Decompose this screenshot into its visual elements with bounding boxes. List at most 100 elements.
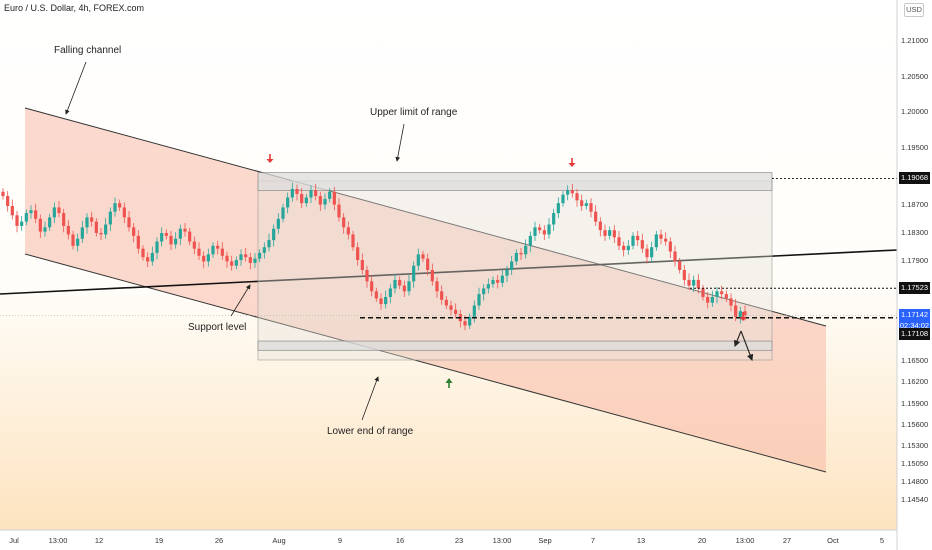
price-tag-1.17142: 1.17142 <box>899 309 930 322</box>
candle-body <box>538 227 542 231</box>
candle-body <box>673 251 677 262</box>
candle-body <box>426 258 430 270</box>
candle-body <box>594 211 598 222</box>
candle-body <box>570 190 574 194</box>
pointer-support-level <box>230 284 251 317</box>
time-tick: 7 <box>590 536 596 545</box>
candle-body <box>57 207 61 214</box>
marker-arrows <box>65 61 754 421</box>
candle-body <box>440 291 444 300</box>
candle-body <box>174 238 178 245</box>
candle-body <box>239 254 243 261</box>
candle-body <box>267 240 271 248</box>
price-tick: 1.15050 <box>901 459 929 469</box>
candle-body <box>514 252 518 262</box>
price-tick: 1.20000 <box>901 107 929 117</box>
candle-body <box>659 234 663 239</box>
pointer-upper-limit <box>395 123 405 162</box>
time-tick: 20 <box>697 536 707 545</box>
candle-body <box>365 269 369 282</box>
candle-body <box>370 281 374 292</box>
candle-body <box>244 254 248 258</box>
price-tag-1.19068: 1.19068 <box>899 172 930 185</box>
price-tick: 1.14800 <box>901 476 929 486</box>
candle-body <box>281 207 285 219</box>
candle-body <box>738 311 742 317</box>
price-tick: 1.14540 <box>901 495 929 505</box>
candle-body <box>692 279 696 286</box>
candle-body <box>496 279 500 283</box>
candle-body <box>253 258 257 263</box>
candle-body <box>24 213 28 222</box>
projection-arrow-down <box>733 330 742 348</box>
time-tick: 26 <box>214 536 224 545</box>
candle-body <box>645 248 649 258</box>
candle-body <box>668 241 672 252</box>
time-tick: 23 <box>454 536 464 545</box>
candle-body <box>622 245 626 251</box>
candle-body <box>482 288 486 295</box>
candle-body <box>706 296 710 303</box>
channel-fill <box>25 108 826 472</box>
candle-body <box>617 237 621 246</box>
candle-body <box>734 305 738 317</box>
price-tick: 1.20500 <box>901 71 929 81</box>
price-tick: 1.21000 <box>901 36 929 46</box>
candle-body <box>556 203 560 214</box>
candle-body <box>374 291 378 299</box>
price-tick: 1.19500 <box>901 142 929 152</box>
candle-body <box>48 217 52 228</box>
candle-body <box>90 217 94 222</box>
candle-body <box>477 294 481 306</box>
range-body <box>257 180 773 361</box>
candle-body <box>346 227 350 235</box>
candle-body <box>608 230 612 236</box>
candle-body <box>94 221 98 234</box>
candle-body <box>384 296 388 305</box>
candle-body <box>416 254 420 266</box>
price-tick: 1.18700 <box>901 199 929 209</box>
candle-body <box>654 234 658 248</box>
down-arrow-3-head <box>739 317 747 321</box>
down-arrow-2-head <box>568 163 576 167</box>
candle-body <box>183 228 187 232</box>
candle-body <box>71 234 75 246</box>
candle-body <box>169 235 173 245</box>
candle-body <box>304 197 308 204</box>
time-tick: 13:00 <box>492 536 512 545</box>
candle-body <box>234 260 238 266</box>
range-boxes <box>257 172 773 361</box>
candle-body <box>155 241 159 253</box>
candle-body <box>388 288 392 297</box>
candle-body <box>505 269 509 276</box>
candle-body <box>449 305 453 310</box>
candle-body <box>650 247 654 258</box>
candle-body <box>626 245 630 251</box>
candle-body <box>612 230 616 238</box>
candle-body <box>743 311 747 316</box>
channel-upper-line <box>24 107 827 327</box>
candle-body <box>724 294 728 299</box>
time-tick: Jul <box>9 536 19 545</box>
candle-body <box>20 221 24 226</box>
candle-body <box>104 224 108 235</box>
candle-body <box>272 228 276 241</box>
candle-body <box>85 217 89 228</box>
candle-body <box>678 261 682 270</box>
support-trendline <box>0 249 898 295</box>
candle-body <box>122 207 126 218</box>
candle-body <box>258 252 262 259</box>
candle-body <box>542 230 546 235</box>
time-tick: 13:00 <box>48 536 68 545</box>
candle-body <box>127 217 131 228</box>
time-tick: 5 <box>879 536 885 545</box>
time-tick: 9 <box>337 536 343 545</box>
candle-body <box>29 210 33 214</box>
candle-body <box>435 281 439 292</box>
candle-body <box>10 206 14 216</box>
candle-body <box>486 284 490 289</box>
time-tick: Oct <box>827 536 839 545</box>
currency-badge[interactable]: USD <box>904 3 924 17</box>
candle-body <box>99 233 103 235</box>
time-tick: Sep <box>538 536 552 545</box>
